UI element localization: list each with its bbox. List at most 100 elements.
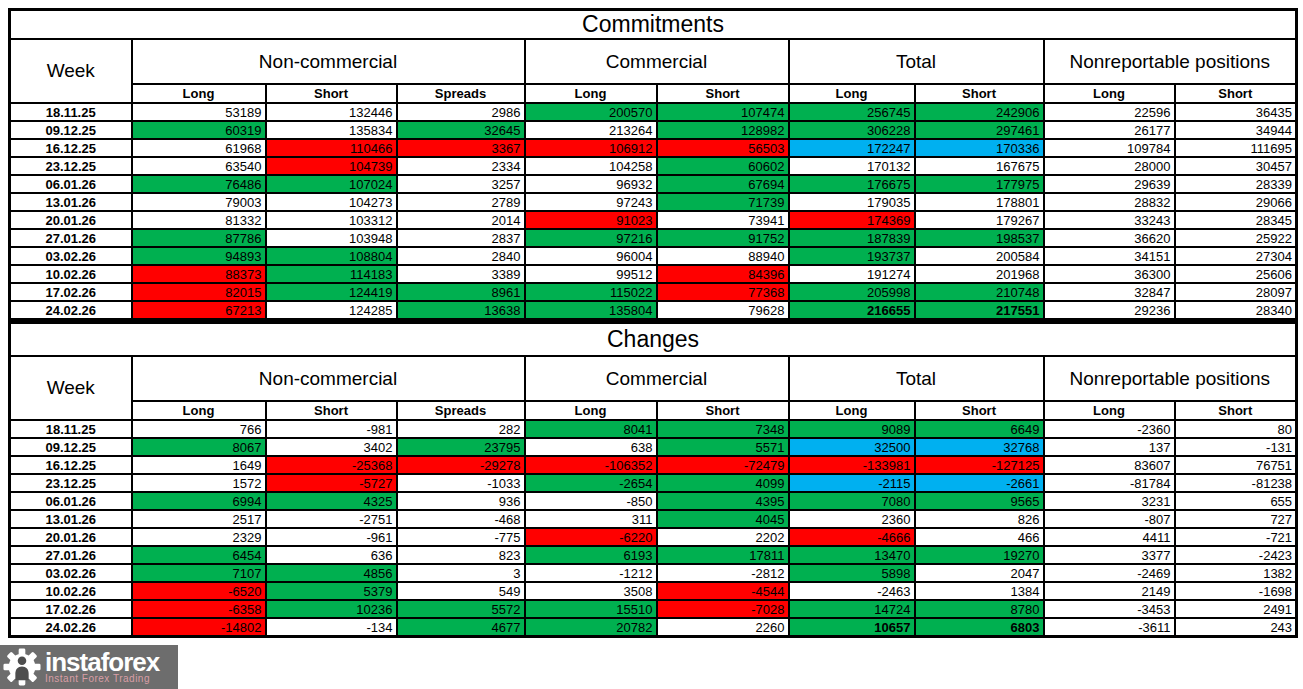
group-header-nonreportable: Nonreportable positions [1044, 356, 1297, 401]
week-column-header: Week [10, 356, 132, 420]
changes-nr-short-cell: -81238 [1175, 474, 1297, 492]
changes-nc-short-cell: 4325 [266, 492, 397, 510]
commitments-nr-short-cell: 25922 [1175, 229, 1297, 247]
week-cell: 20.01.26 [10, 528, 132, 546]
changes-nc-spreads-cell: 4677 [397, 618, 525, 637]
subheader-nr-long: Long [1044, 401, 1175, 420]
table-row: 10.02.26-652053795493508-4544-2463138421… [10, 582, 1297, 600]
commitments-nc-spreads-cell: 3389 [397, 265, 525, 283]
commitments-c-short-cell: 91752 [657, 229, 789, 247]
week-cell: 13.01.26 [10, 193, 132, 211]
changes-nc-long-cell: 6454 [132, 546, 266, 564]
subheader-t-short: Short [915, 401, 1044, 420]
table-row: 13.01.262517-2751-46831140452360826-8077… [10, 510, 1297, 528]
commitments-nc-spreads-cell: 2986 [397, 103, 525, 121]
changes-nc-short-cell: -25368 [266, 456, 397, 474]
commitments-title: Commitments [10, 10, 1297, 40]
week-cell: 20.01.26 [10, 211, 132, 229]
commitments-nr-long-cell: 36620 [1044, 229, 1175, 247]
changes-nc-long-cell: 2329 [132, 528, 266, 546]
changes-t-long-cell: -2115 [789, 474, 915, 492]
commitments-nc-long-cell: 67213 [132, 301, 266, 320]
changes-t-long-cell: -2463 [789, 582, 915, 600]
commitments-nr-long-cell: 36300 [1044, 265, 1175, 283]
changes-nr-short-cell: -1698 [1175, 582, 1297, 600]
changes-nc-spreads-cell: -1033 [397, 474, 525, 492]
changes-c-long-cell: 638 [525, 438, 657, 456]
changes-nc-long-cell: -6358 [132, 600, 266, 618]
commitments-nr-short-cell: 111695 [1175, 139, 1297, 157]
table-row: 10.02.2688373114183338999512843961912742… [10, 265, 1297, 283]
commitments-c-short-cell: 77368 [657, 283, 789, 301]
changes-t-long-cell: -133981 [789, 456, 915, 474]
commitments-nc-long-cell: 61968 [132, 139, 266, 157]
changes-t-short-cell: 826 [915, 510, 1044, 528]
commitments-t-short-cell: 170336 [915, 139, 1044, 157]
subheader-nc-long: Long [132, 84, 266, 103]
changes-nr-short-cell: -721 [1175, 528, 1297, 546]
changes-t-short-cell: 6803 [915, 618, 1044, 637]
subheader-t-long: Long [789, 84, 915, 103]
subheader-c-short: Short [657, 401, 789, 420]
commitments-nc-spreads-cell: 2789 [397, 193, 525, 211]
commitments-nc-short-cell: 104273 [266, 193, 397, 211]
changes-t-short-cell: 19270 [915, 546, 1044, 564]
commitments-nc-short-cell: 124419 [266, 283, 397, 301]
changes-nc-long-cell: 1649 [132, 456, 266, 474]
instaforex-subtitle-text: Instant Forex Trading [45, 674, 159, 684]
commitments-nc-long-cell: 81332 [132, 211, 266, 229]
changes-nr-long-cell: 83607 [1044, 456, 1175, 474]
group-header-noncommercial: Non-commercial [132, 356, 525, 401]
changes-c-short-cell: -7028 [657, 600, 789, 618]
week-column-header: Week [10, 39, 132, 103]
commitments-nc-short-cell: 132446 [266, 103, 397, 121]
commitments-nc-short-cell: 114183 [266, 265, 397, 283]
group-header-noncommercial: Non-commercial [132, 39, 525, 84]
changes-c-long-cell: -850 [525, 492, 657, 510]
changes-t-short-cell: -127125 [915, 456, 1044, 474]
changes-t-short-cell: 32768 [915, 438, 1044, 456]
changes-nr-long-cell: -81784 [1044, 474, 1175, 492]
week-cell: 18.11.25 [10, 420, 132, 438]
commitments-nc-short-cell: 107024 [266, 175, 397, 193]
changes-c-long-cell: -106352 [525, 456, 657, 474]
commitments-nc-long-cell: 60319 [132, 121, 266, 139]
changes-nc-long-cell: -14802 [132, 618, 266, 637]
commitments-nc-long-cell: 87786 [132, 229, 266, 247]
commitments-nr-short-cell: 28340 [1175, 301, 1297, 320]
changes-table: Changes Week Non-commercial Commercial T… [8, 321, 1298, 638]
changes-t-short-cell: 6649 [915, 420, 1044, 438]
cot-report: Commitments Week Non-commercial Commerci… [8, 8, 1295, 638]
commitments-nc-short-cell: 108804 [266, 247, 397, 265]
commitments-c-long-cell: 213264 [525, 121, 657, 139]
changes-nc-short-cell: 10236 [266, 600, 397, 618]
changes-nc-spreads-cell: -468 [397, 510, 525, 528]
commitments-c-long-cell: 135804 [525, 301, 657, 320]
commitments-t-short-cell: 178801 [915, 193, 1044, 211]
subheader-c-long: Long [525, 84, 657, 103]
table-row: 03.02.2694893108804284096004889401937372… [10, 247, 1297, 265]
week-cell: 23.12.25 [10, 157, 132, 175]
changes-nr-short-cell: 1382 [1175, 564, 1297, 582]
week-cell: 10.02.26 [10, 582, 132, 600]
commitments-c-short-cell: 107474 [657, 103, 789, 121]
commitments-t-long-cell: 170132 [789, 157, 915, 175]
commitments-nr-short-cell: 29066 [1175, 193, 1297, 211]
changes-nc-long-cell: 2517 [132, 510, 266, 528]
commitments-c-short-cell: 56503 [657, 139, 789, 157]
changes-nc-spreads-cell: 3 [397, 564, 525, 582]
changes-nc-spreads-cell: 549 [397, 582, 525, 600]
commitments-nc-spreads-cell: 13638 [397, 301, 525, 320]
changes-nc-long-cell: 1572 [132, 474, 266, 492]
changes-t-long-cell: -4666 [789, 528, 915, 546]
table-row: 16.12.251649-25368-29278-106352-72479-13… [10, 456, 1297, 474]
commitments-nc-short-cell: 110466 [266, 139, 397, 157]
changes-nc-spreads-cell: 823 [397, 546, 525, 564]
subheader-nc-spreads: Spreads [397, 84, 525, 103]
table-row: 17.02.26-635810236557215510-702814724878… [10, 600, 1297, 618]
changes-nc-short-cell: -5727 [266, 474, 397, 492]
commitments-nr-long-cell: 29236 [1044, 301, 1175, 320]
commitments-c-long-cell: 97243 [525, 193, 657, 211]
commitments-nr-short-cell: 28097 [1175, 283, 1297, 301]
changes-title: Changes [10, 323, 1297, 357]
